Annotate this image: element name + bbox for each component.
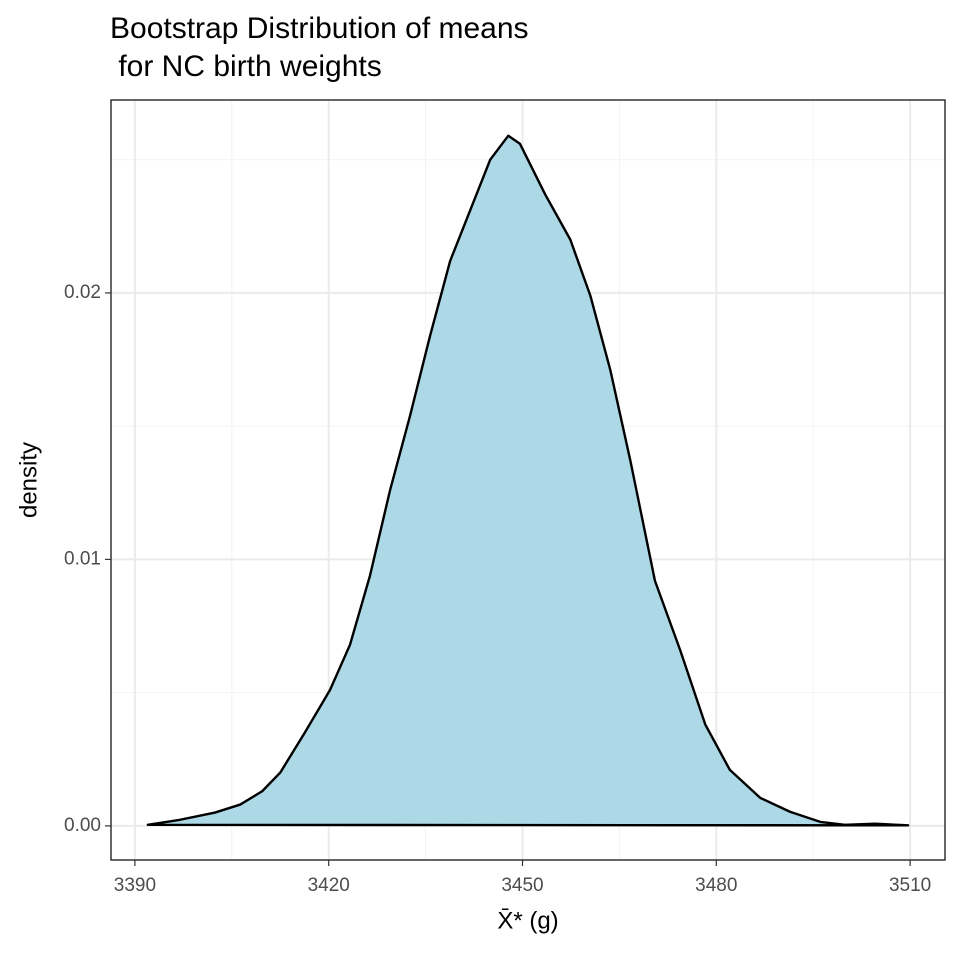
x-tick-label: 3510 [889, 875, 931, 896]
x-axis-label: X̄* (g) [497, 907, 558, 934]
density-area [146, 134, 910, 827]
x-tick-label: 3480 [695, 875, 737, 896]
panel-border [110, 99, 946, 861]
x-tick-label: 3390 [114, 875, 156, 896]
y-tick-label: 0.02 [64, 282, 101, 303]
x-tick-label: 3450 [501, 875, 543, 896]
y-tick-label: 0.00 [64, 815, 101, 836]
y-axis-label: density [15, 442, 42, 518]
chart-title: Bootstrap Distribution of means [110, 12, 529, 45]
chart-title: for NC birth weights [110, 50, 382, 83]
y-tick-label: 0.01 [64, 548, 101, 569]
x-tick-label: 3420 [308, 875, 350, 896]
